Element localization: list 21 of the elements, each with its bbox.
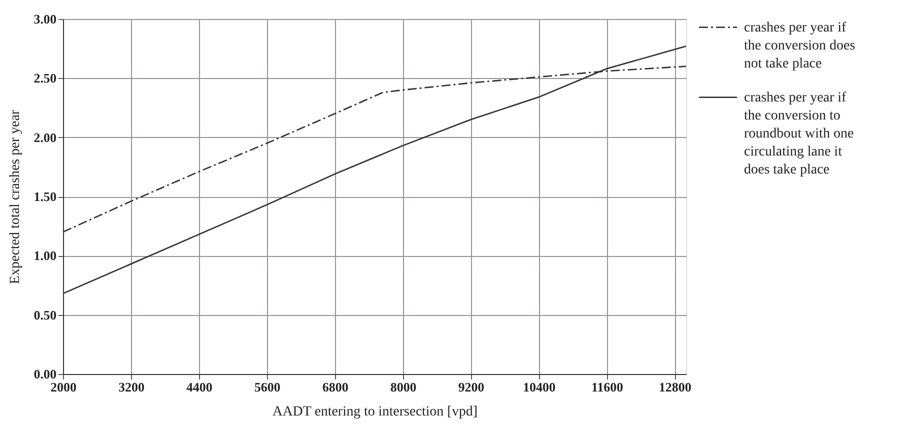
x-tick-label: 11600 — [591, 380, 624, 394]
x-axis-title: AADT entering to intersection [vpd] — [272, 404, 478, 420]
y-tick-label: 1.50 — [34, 189, 56, 204]
y-tick-label: 2.50 — [34, 70, 56, 86]
x-tick-label: 8000 — [390, 380, 416, 394]
x-tick-label: 5600 — [254, 380, 280, 394]
y-tick-label: 2.00 — [34, 130, 56, 145]
y-tick-label: 0.50 — [34, 307, 56, 322]
x-tick-label: 4400 — [186, 380, 212, 394]
y-tick-label: 0.00 — [34, 366, 56, 382]
x-tick-label: 9200 — [458, 380, 484, 394]
x-tick-label: 12800 — [658, 380, 692, 394]
y-tick-label: 1.00 — [34, 248, 56, 264]
legend-label: crashes per year if the conversion to roundbout with one circulating lane it does take place — [744, 90, 854, 178]
x-tick-label: 10400 — [522, 380, 556, 394]
legend-label: crashes per year if the conversion does not take place — [744, 20, 856, 72]
y-tick-label: 3.00 — [34, 12, 56, 26]
y-axis-title: Expected total crashes per year — [8, 110, 23, 284]
x-tick-label: 2000 — [50, 380, 76, 394]
x-tick-label: 6800 — [322, 380, 348, 394]
x-tick-label: 3200 — [118, 380, 144, 394]
